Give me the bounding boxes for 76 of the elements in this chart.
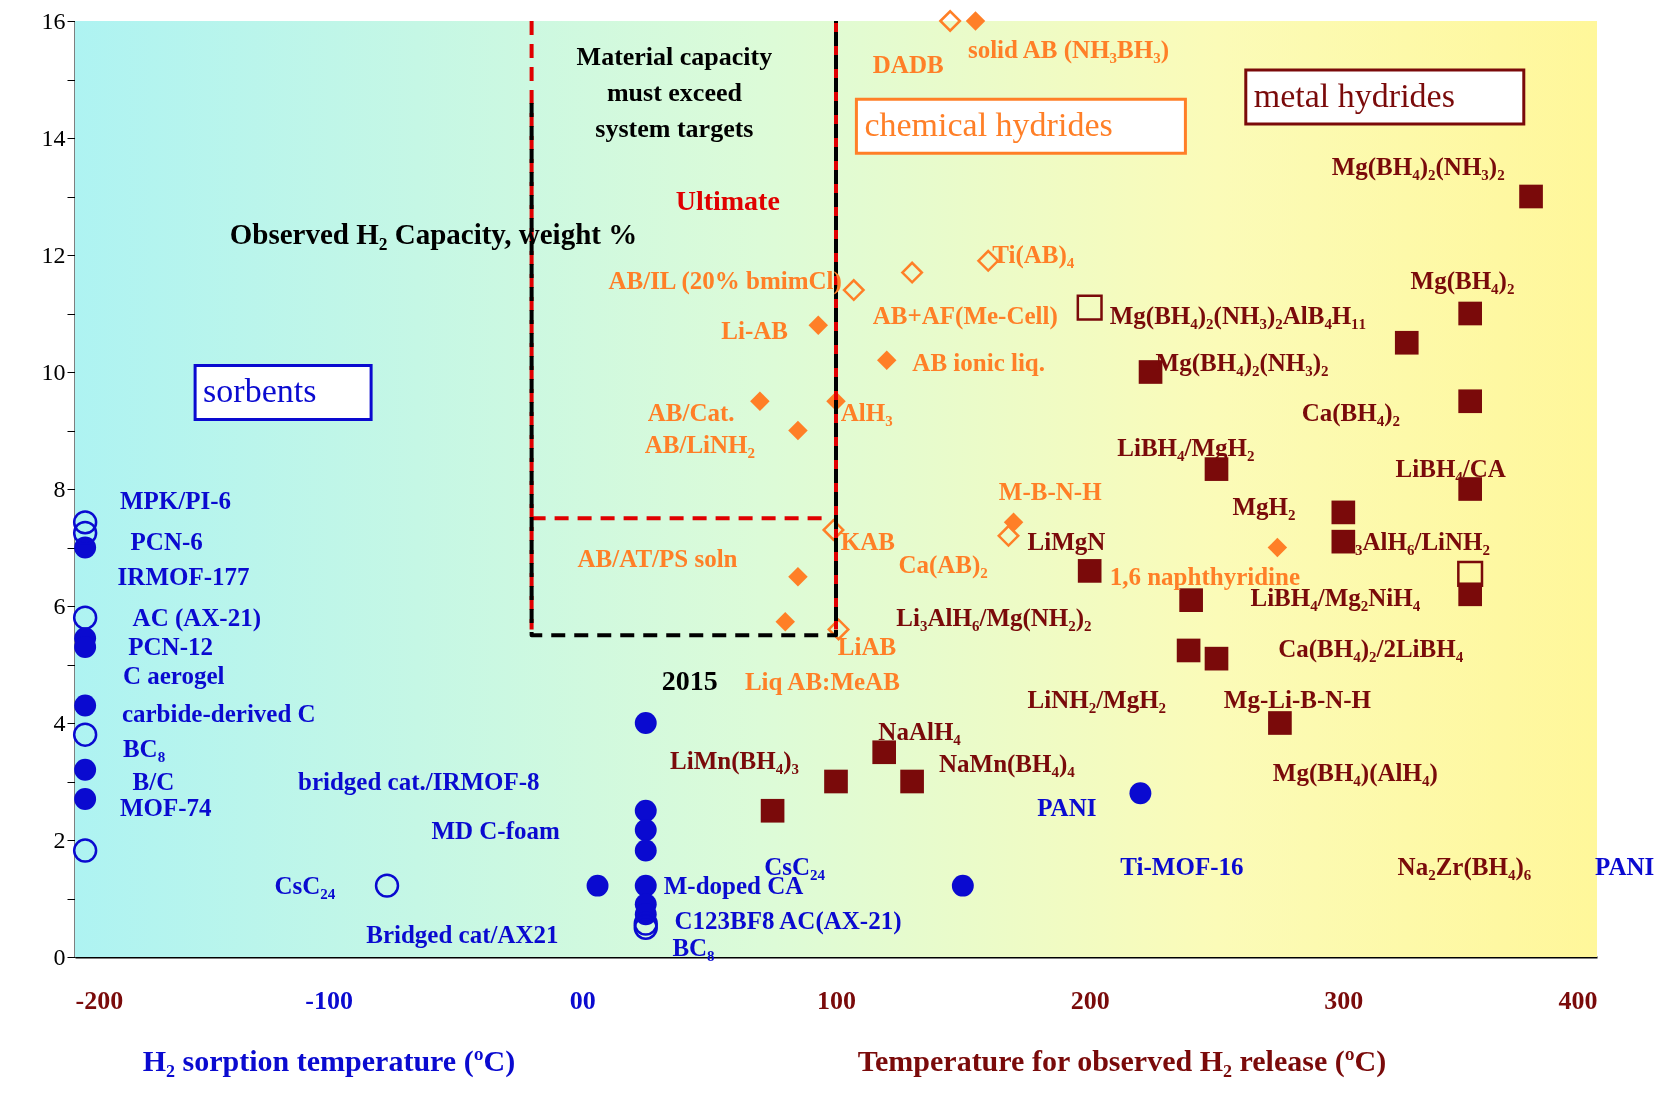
annotation: Mg(BH₄)₂(NH₃)₂ — [1331, 153, 1505, 182]
annotation: Na₂Zr(BH₄)₆ — [1397, 853, 1532, 882]
annotation: Ti-MOF-16 — [1120, 853, 1244, 881]
annotation: Mg(BH₄)(AlH₄) — [1272, 758, 1438, 787]
x-tick-label: 200 — [1070, 985, 1110, 1015]
annotation: M-B-N-H — [998, 477, 1103, 505]
annotation: Ca(BH₄)₂/2LiBH₄ — [1278, 634, 1464, 663]
text: Ultimate — [675, 185, 780, 217]
annotation: Mg(BH₄)₂(NH₃)₂AlB₄H₁₁ — [1109, 302, 1367, 331]
y-tick-label: 6 — [53, 592, 66, 619]
annotation: AC (AX-21) — [132, 603, 262, 632]
x-tick-label: -200 — [75, 985, 124, 1015]
x-tick-label: 100 — [817, 985, 856, 1015]
text: H₂ sorption temperature (ºC) — [142, 1044, 516, 1078]
annotation: Mg-Li-B-N-H — [1223, 685, 1372, 713]
annotation: Mg(BH₄)₂ — [1410, 267, 1515, 296]
annotation: BC₈ — [122, 735, 166, 763]
annotation: Bridged cat/AX21 — [366, 920, 559, 948]
annotation: Material capacity must exceed system targets — [576, 42, 773, 144]
annotation: AB/LiNH₂ — [644, 431, 756, 459]
annotation: AB ionic liq. — [912, 349, 1046, 377]
annotation: PCN-12 — [128, 632, 213, 660]
annotation: AB+AF(Me-Cell) — [872, 302, 1058, 331]
y-tick-label: 10 — [41, 358, 66, 385]
annotation: Li-AB — [721, 317, 789, 345]
annotation: MPK/PI-6 — [119, 486, 231, 514]
annotation: NaMn(BH₄)₄ — [938, 749, 1076, 778]
y-tick-label: 14 — [41, 124, 66, 151]
y-tick-label: 12 — [41, 241, 66, 268]
annotation: AB/Cat. — [647, 398, 735, 426]
annotation: DADB — [872, 50, 944, 78]
y-tick-label: 16 — [41, 7, 66, 34]
annotation: Liq AB:MeAB — [744, 668, 900, 696]
x-tick-label: 400 — [1558, 985, 1598, 1015]
x-tick-label: 00 — [569, 985, 596, 1015]
y-tick-label: 2 — [53, 826, 66, 853]
annotation: CsC₂₄ — [274, 871, 336, 899]
annotation: BC₈ — [672, 933, 715, 961]
x-tick-label: 300 — [1324, 985, 1364, 1015]
annotation: KAB — [840, 527, 896, 555]
y-tick-label: 4 — [53, 709, 66, 736]
annotation: C123BF8 AC(AX-21) — [674, 906, 902, 935]
annotation: Ca(BH₄)₂ — [1301, 398, 1401, 427]
annotation: Ca(AB)₂ — [898, 551, 988, 580]
annotation: MOF-74 — [119, 793, 213, 821]
annotation: LiAB — [837, 632, 897, 660]
annotation: NaAlH₄ — [878, 717, 962, 745]
annotation: LiNH₂/MgH₂ — [1027, 685, 1167, 713]
annotation: LiMn(BH₄)₃ — [670, 747, 799, 776]
annotation: Li₃AlH₆/Mg(NH₂)₂ — [896, 603, 1092, 632]
series-label: 2015 — [661, 665, 718, 697]
annotation: Ti(AB)₄ — [992, 241, 1075, 269]
x-tick-label: -100 — [305, 985, 353, 1015]
annotation: LiMgN — [1027, 527, 1106, 555]
annotation: PANI — [1594, 853, 1655, 881]
annotation: C aerogel — [122, 662, 225, 690]
annotation: solid AB (NH₃BH₃) — [967, 36, 1170, 65]
text: Temperature for observed H₂ release (ºC) — [857, 1044, 1387, 1078]
annotation: ₃AlH₆/LiNH₂ — [1355, 527, 1490, 555]
text: sorbents — [203, 372, 317, 410]
annotation: MD C-foam — [431, 817, 561, 845]
annotation: carbide-derived C — [121, 700, 316, 728]
annotation: MgH₂ — [1232, 492, 1296, 520]
y-tick-label: 8 — [53, 475, 66, 502]
y-tick-label: 0 — [53, 943, 66, 970]
annotation: PCN-6 — [130, 527, 203, 555]
annotation: LiBH₄/CA — [1395, 454, 1506, 482]
annotation: IRMOF-177 — [117, 562, 250, 590]
annotation: AB/AT/PS soln — [577, 545, 738, 573]
text: metal hydrides — [1253, 77, 1455, 115]
annotation: bridged cat./IRMOF-8 — [297, 767, 540, 795]
text: chemical hydrides — [864, 106, 1113, 144]
annotation: B/C — [132, 767, 175, 795]
annotation: AlH₃ — [840, 398, 893, 426]
annotation: LiBH₄/MgH₂ — [1117, 434, 1255, 462]
annotation: PANI — [1037, 793, 1097, 821]
